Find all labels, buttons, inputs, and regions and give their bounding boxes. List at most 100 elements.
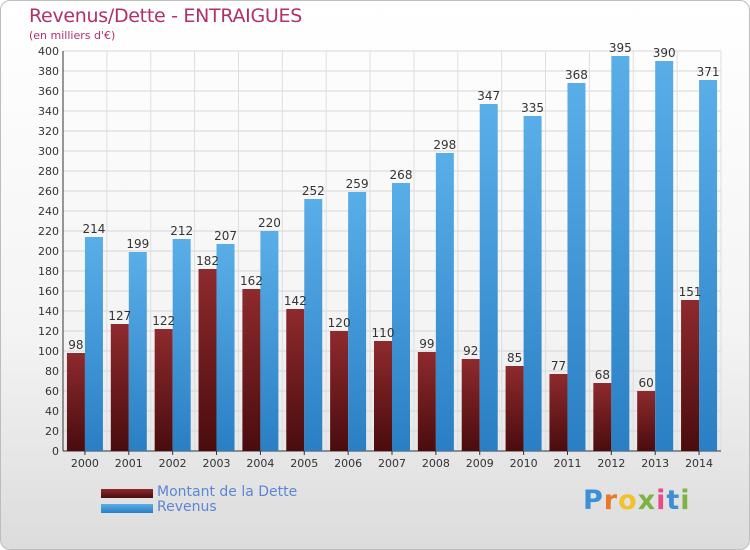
bar-dette <box>374 341 392 451</box>
y-tick-label: 400 <box>38 45 59 58</box>
y-tick-label: 340 <box>38 105 59 118</box>
data-label: 127 <box>108 309 131 323</box>
y-tick-label: 300 <box>38 145 59 158</box>
proxiti-logo-letter: x <box>637 485 657 516</box>
bar-revenus <box>304 199 323 451</box>
bar-dette <box>242 289 261 451</box>
x-tick-label: 2014 <box>685 457 713 470</box>
data-labels: 98 214 127 199 122 212 182 207 162 220 142 252 120 25… <box>68 41 719 390</box>
x-tick-label: 2007 <box>378 457 406 470</box>
x-tick-label: 2003 <box>203 457 231 470</box>
y-tick-label: 160 <box>38 285 59 298</box>
x-tick-label: 2013 <box>641 457 669 470</box>
x-tick-label: 2000 <box>71 457 99 470</box>
legend-label-revenus: Revenus <box>157 499 217 515</box>
proxiti-logo-letter: P <box>583 485 604 516</box>
data-label: 151 <box>679 285 702 299</box>
data-label: 60 <box>639 376 654 390</box>
bar-dette <box>417 352 436 451</box>
bar-revenus <box>655 61 674 451</box>
y-tick-label: 260 <box>38 185 59 198</box>
bar-dette <box>110 324 129 451</box>
y-tick-label: 60 <box>45 385 59 398</box>
y-tick-label: 280 <box>38 165 59 178</box>
y-tick-label: 200 <box>38 245 59 258</box>
bar-revenus <box>84 237 103 451</box>
data-label: 142 <box>284 294 307 308</box>
data-label: 371 <box>697 65 720 79</box>
bar-dette <box>154 329 173 451</box>
bar-dette <box>198 269 217 451</box>
data-label: 162 <box>240 274 263 288</box>
y-tick-label: 100 <box>38 345 59 358</box>
y-tick-label: 40 <box>45 405 59 418</box>
bar-dette <box>681 300 700 451</box>
bar-dette <box>286 309 305 451</box>
data-label: 298 <box>433 138 456 152</box>
x-tick-label: 2010 <box>510 457 538 470</box>
y-tick-label: 140 <box>38 305 59 318</box>
data-label: 207 <box>214 229 237 243</box>
bar-dette <box>330 331 349 451</box>
bar-revenus <box>348 192 367 451</box>
bar-revenus <box>392 183 410 451</box>
data-label: 214 <box>82 222 105 236</box>
data-label: 120 <box>328 316 351 330</box>
chart-subtitle: (en milliers d'€) <box>29 29 116 42</box>
data-label: 92 <box>463 344 478 358</box>
bar-revenus <box>611 56 630 451</box>
y-tick-label: 240 <box>38 205 59 218</box>
bar-revenus <box>523 116 542 451</box>
bar-revenus <box>435 153 454 451</box>
proxiti-logo-letter: i <box>656 485 667 516</box>
data-label: 99 <box>419 337 434 351</box>
proxiti-logo-letter: i <box>680 485 691 516</box>
bar-revenus <box>260 231 279 451</box>
bar-revenus <box>479 104 498 451</box>
bar-revenus <box>567 83 586 451</box>
bar-revenus <box>699 80 718 451</box>
bar-dette <box>461 359 480 451</box>
proxiti-logo: Proxiti <box>583 485 691 516</box>
proxiti-logo-letter: o <box>618 485 638 516</box>
data-label: 395 <box>609 41 632 55</box>
x-tick-label: 2005 <box>290 457 318 470</box>
data-label: 68 <box>595 368 610 382</box>
y-tick-label: 20 <box>45 425 59 438</box>
data-label: 259 <box>346 177 369 191</box>
x-tick-label: 2002 <box>159 457 187 470</box>
data-label: 212 <box>170 224 193 238</box>
bars <box>66 56 718 451</box>
y-tick-label: 120 <box>38 325 59 338</box>
y-tick-label: 0 <box>52 445 59 458</box>
data-label: 85 <box>507 351 522 365</box>
bar-dette <box>66 353 85 451</box>
data-label: 122 <box>152 314 175 328</box>
data-label: 220 <box>258 216 281 230</box>
x-tick-label: 2006 <box>334 457 362 470</box>
y-tick-label: 360 <box>38 85 59 98</box>
bar-dette <box>505 366 524 451</box>
bar-dette <box>593 383 612 451</box>
x-tick-label: 2004 <box>246 457 274 470</box>
data-label: 77 <box>551 359 566 373</box>
bar-dette <box>637 391 656 451</box>
data-label: 390 <box>653 46 676 60</box>
legend-swatch-dette <box>101 489 153 498</box>
bar-dette <box>549 374 568 451</box>
legend-swatch-revenus <box>101 504 153 513</box>
y-tick-label: 380 <box>38 65 59 78</box>
x-tick-label: 2011 <box>553 457 581 470</box>
data-label: 182 <box>196 254 219 268</box>
y-tick-label: 320 <box>38 125 59 138</box>
y-tick-label: 80 <box>45 365 59 378</box>
data-label: 268 <box>390 168 413 182</box>
data-label: 98 <box>68 338 83 352</box>
x-tick-label: 2009 <box>466 457 494 470</box>
bar-revenus <box>128 252 147 451</box>
x-tick-label: 2012 <box>597 457 625 470</box>
bar-revenus <box>216 244 235 451</box>
y-tick-label: 220 <box>38 225 59 238</box>
proxiti-logo-letter: t <box>666 485 681 516</box>
